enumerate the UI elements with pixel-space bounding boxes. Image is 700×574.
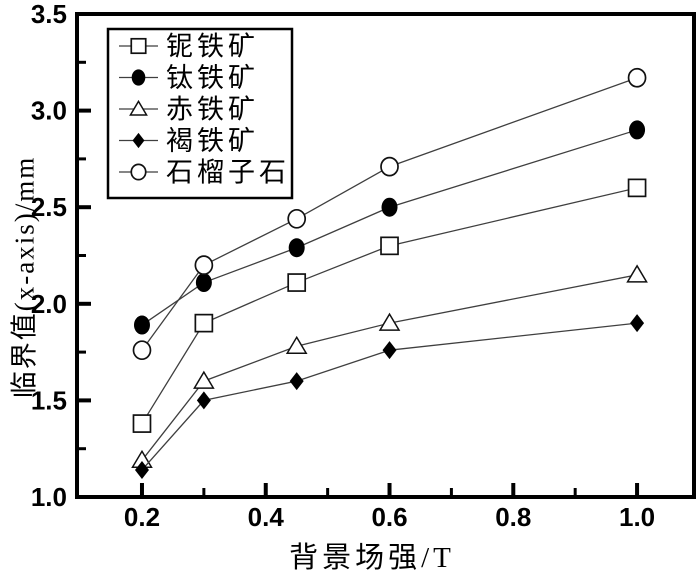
series-garnet — [132, 67, 647, 361]
marker-limonite-0 — [134, 460, 149, 479]
marker-ilmenite-2 — [288, 238, 305, 258]
marker-columbite-2 — [287, 273, 307, 292]
marker-columbite-3 — [380, 236, 399, 256]
marker-ilmenite-0 — [133, 315, 150, 335]
series-group — [131, 67, 648, 479]
marker-limonite-2 — [289, 372, 304, 391]
marker-limonite-1 — [196, 391, 211, 410]
legend-item-ilmenite: 钛铁矿 — [119, 63, 259, 93]
marker-columbite-0 — [132, 414, 152, 433]
marker-garnet-0 — [132, 340, 152, 361]
legend-item-limonite: 褐铁矿 — [119, 126, 259, 156]
series-hematite — [131, 264, 648, 469]
legend-label-columbite: 铌铁矿 — [166, 32, 259, 62]
legend-marker-limonite — [132, 132, 145, 149]
y-axis-title: 临界值(x-axis)/mm — [9, 155, 40, 399]
y-tick-label-3.0: 3.0 — [31, 96, 67, 126]
series-limonite — [134, 314, 645, 479]
legend-item-columbite: 铌铁矿 — [119, 32, 259, 62]
legend-label-limonite: 褐铁矿 — [166, 126, 259, 156]
x-tick-labels: 0.2 0.4 0.6 0.8 1.0 — [124, 502, 655, 532]
legend-marker-garnet — [130, 163, 147, 181]
series-line-columbite — [141, 187, 638, 424]
legend-label-garnet: 石榴子石 — [166, 158, 290, 188]
y-tick-label-2.5: 2.5 — [31, 192, 67, 222]
marker-ilmenite-1 — [195, 273, 212, 293]
marker-hematite-2 — [285, 335, 308, 355]
marker-garnet-3 — [380, 156, 399, 177]
series-columbite — [132, 178, 647, 433]
legend-item-hematite: 赤铁矿 — [119, 95, 259, 125]
y-tick-labels: 1.0 1.5 2.0 2.5 3.0 3.5 — [31, 0, 67, 512]
marker-columbite-1 — [194, 313, 214, 333]
marker-ilmenite-3 — [381, 197, 398, 217]
x-tick-label-0.8: 0.8 — [495, 502, 531, 532]
ticks — [79, 12, 640, 499]
legend-marker-hematite — [129, 99, 148, 116]
y-tick-label-3.5: 3.5 — [31, 0, 67, 29]
marker-limonite-4 — [630, 314, 645, 333]
y-tick-label-1.0: 1.0 — [31, 482, 67, 512]
x-axis-title: 背景场强/T — [289, 542, 455, 574]
marker-hematite-1 — [193, 370, 215, 389]
x-tick-label-0.4: 0.4 — [248, 502, 285, 532]
series-ilmenite — [133, 120, 646, 335]
plot-frame — [75, 12, 696, 499]
y-tick-label-1.5: 1.5 — [31, 385, 67, 415]
marker-hematite-3 — [378, 312, 401, 331]
marker-columbite-4 — [627, 178, 647, 198]
legend-marker-ilmenite — [131, 69, 146, 86]
series-line-hematite — [141, 274, 638, 461]
x-tick-label-1.0: 1.0 — [619, 502, 655, 532]
legend-label-hematite: 赤铁矿 — [166, 95, 259, 125]
legend-label-ilmenite: 钛铁矿 — [166, 63, 259, 93]
marker-ilmenite-4 — [629, 120, 646, 140]
marker-hematite-4 — [626, 264, 648, 283]
marker-limonite-3 — [382, 341, 397, 360]
marker-garnet-1 — [194, 255, 214, 276]
marker-garnet-2 — [287, 208, 307, 229]
marker-garnet-4 — [627, 67, 647, 88]
legend-marker-columbite — [130, 37, 147, 55]
y-tick-label-2.0: 2.0 — [31, 289, 67, 319]
legend-item-garnet: 石榴子石 — [119, 158, 290, 188]
x-tick-label-0.2: 0.2 — [124, 502, 160, 532]
x-tick-label-0.6: 0.6 — [371, 502, 407, 532]
